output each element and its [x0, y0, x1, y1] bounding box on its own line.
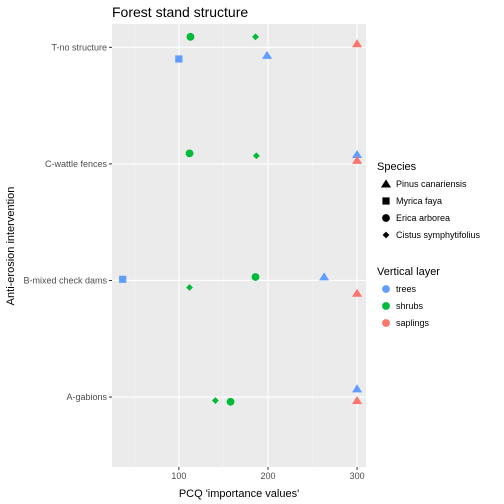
legend-key-color — [382, 319, 390, 327]
y-axis-label: Anti-erosion intervention — [5, 187, 17, 306]
x-tick-label: 200 — [260, 471, 275, 481]
legend-label: Myrica faya — [396, 196, 442, 206]
data-point — [352, 39, 363, 48]
data-point — [352, 395, 363, 404]
grid-minor — [133, 24, 313, 467]
x-axis-ticks: 100 200 300 — [171, 467, 365, 481]
legend-label: Cistus symphytifolius — [396, 230, 481, 240]
legend-label: trees — [396, 284, 417, 294]
data-point — [226, 397, 235, 406]
data-point — [175, 55, 183, 63]
x-axis-label: PCQ 'importance values' — [179, 488, 299, 500]
x-tick-label: 100 — [171, 471, 186, 481]
legend-label: Pinus canariensis — [396, 179, 467, 189]
legend-key-triangle — [380, 179, 392, 188]
legend-title-vertical-layer: Vertical layer — [377, 266, 440, 278]
legends: Species Pinus canariensis Myrica faya Erica… — [377, 161, 481, 328]
data-point — [185, 149, 194, 158]
y-tick-label: B-mixed check dams — [23, 275, 107, 285]
data-point — [319, 272, 330, 281]
legend-key-color — [382, 285, 390, 293]
legend-label: saplings — [396, 318, 430, 328]
legend-key-circle — [382, 214, 390, 222]
data-point — [186, 32, 195, 41]
chart-title: Forest stand structure — [112, 4, 248, 20]
data-point — [251, 273, 260, 281]
x-tick-label: 300 — [350, 471, 365, 481]
legend-label: shrubs — [396, 301, 424, 311]
legend-label: Erica arborea — [396, 213, 450, 223]
y-tick-label: A-gabions — [66, 392, 107, 402]
data-point — [352, 155, 363, 164]
data-point — [352, 288, 363, 297]
legend-key-diamond — [382, 231, 390, 239]
data-point — [252, 33, 259, 41]
plot-panel — [112, 24, 366, 467]
y-tick-label: T-no structure — [51, 42, 107, 52]
data-point — [352, 384, 363, 393]
data-point — [352, 149, 363, 159]
y-axis-ticks: A-gabions B-mixed check dams C-wattle fenc… — [23, 42, 112, 402]
data-point — [252, 152, 260, 160]
data-point — [119, 275, 127, 283]
grid-major — [112, 24, 366, 467]
data-point — [186, 284, 193, 291]
data-point — [211, 397, 219, 404]
legend-key-square — [382, 197, 390, 205]
y-tick-label: C-wattle fences — [45, 159, 108, 169]
data-point — [262, 50, 273, 59]
legend-key-color — [382, 302, 390, 310]
data-points — [119, 32, 363, 406]
legend-title-species: Species — [377, 161, 417, 173]
